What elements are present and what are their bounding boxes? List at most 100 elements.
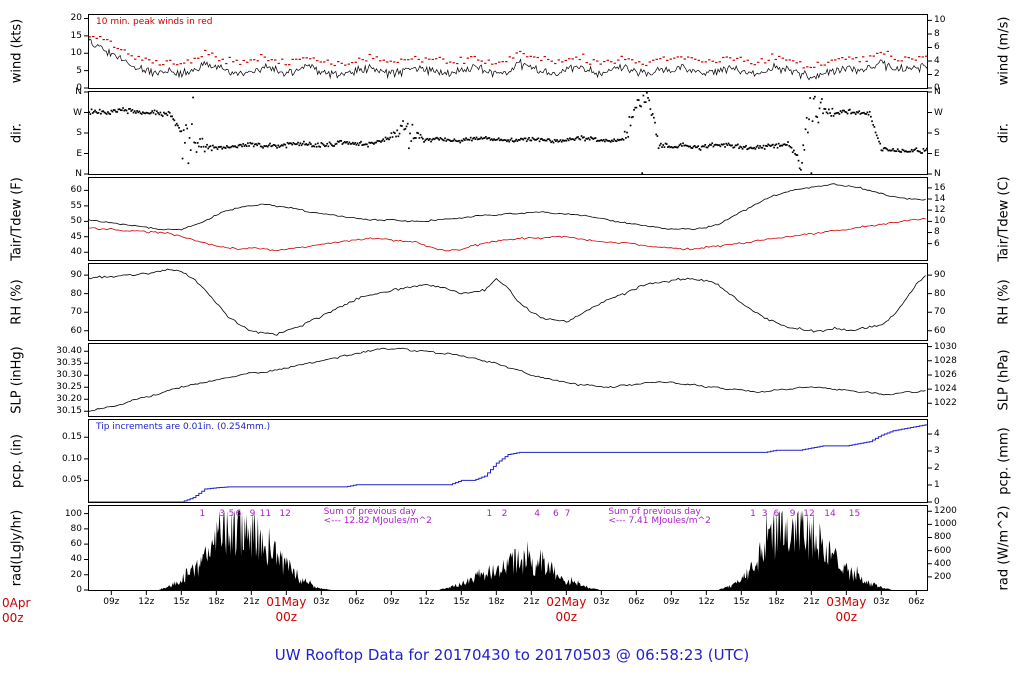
x-date-label: 00z <box>275 610 298 624</box>
y-tick-label: W <box>934 107 943 118</box>
y-tick-label: 80 <box>934 288 946 299</box>
y-tick-label: 0.10 <box>61 453 82 464</box>
y-tick-label: W <box>73 107 82 118</box>
y-tick-label: N <box>75 87 82 97</box>
y-tick-label: 0 <box>76 83 82 93</box>
rh-left-axis-title: RH (%) <box>9 279 25 325</box>
x-tick-label: 15z <box>733 597 750 607</box>
y-tick-label: 0 <box>76 585 82 595</box>
x-tick-label: 09z <box>663 597 680 607</box>
y-tick-label: 200 <box>934 571 952 582</box>
wind-panel <box>88 14 928 89</box>
y-tick-label: 70 <box>70 307 82 318</box>
y-tick-label: 5 <box>76 65 82 76</box>
sum-annotation-line2: <--- 12.82 MJoules/m^2 <box>323 516 432 526</box>
x-tick-label: 06z <box>908 597 925 607</box>
y-tick-label: 10 <box>934 216 946 227</box>
y-tick-label: 10 <box>934 15 946 26</box>
y-tick-label: 60 <box>70 185 82 196</box>
sum-annotation-line2: <--- 7.41 MJoules/m^2 <box>608 516 711 526</box>
y-tick-label: 100 <box>64 508 82 519</box>
y-tick-label: 20 <box>70 13 82 24</box>
rh-right-axis-title: RH (%) <box>996 279 1012 325</box>
x-tick-label: 03z <box>313 597 330 607</box>
dir-left-axis-title: dir. <box>9 122 25 144</box>
clipped-date-line2: 00z <box>2 611 24 625</box>
y-tick-label: 30.25 <box>56 382 82 393</box>
y-tick-label: 60 <box>934 325 946 336</box>
x-tick-label: 15z <box>173 597 190 607</box>
y-tick-label: E <box>76 148 82 159</box>
y-tick-label: E <box>934 148 940 159</box>
temperature-dewpoint-panel <box>88 177 928 261</box>
y-tick-label: 60 <box>70 325 82 336</box>
sea-level-pressure-panel <box>88 343 928 417</box>
x-date-label: 00z <box>835 610 858 624</box>
y-tick-label: 2 <box>934 463 940 474</box>
y-tick-label: 0.05 <box>61 475 82 486</box>
y-tick-label: 80 <box>70 523 82 534</box>
y-tick-label: 1028 <box>934 355 957 366</box>
x-date-label: 01May <box>266 595 307 609</box>
y-tick-label: 70 <box>934 307 946 318</box>
y-tick-label: 1000 <box>934 519 957 530</box>
y-tick-label: 55 <box>70 200 82 211</box>
y-tick-label: 40 <box>70 247 82 258</box>
y-tick-label: 8 <box>934 227 940 238</box>
x-date-label: 02May <box>546 595 587 609</box>
y-tick-label: 15 <box>70 30 82 41</box>
pcp-left-axis-title: pcp. (in) <box>9 434 25 488</box>
y-tick-label: N <box>934 169 941 179</box>
chart-title: UW Rooftop Data for 20170430 to 20170503… <box>274 646 750 664</box>
y-tick-label: 30.35 <box>56 358 82 369</box>
x-date-label: 03May <box>826 595 867 609</box>
tair-right-axis-title: Tair/Tdew (C) <box>996 176 1012 262</box>
y-tick-label: 0.15 <box>61 432 82 443</box>
x-tick-label: 06z <box>628 597 645 607</box>
y-tick-label: 90 <box>934 270 946 281</box>
x-tick-label: 21z <box>243 597 260 607</box>
y-tick-label: 60 <box>70 539 82 550</box>
x-tick-label: 18z <box>768 597 785 607</box>
y-tick-label: 6 <box>934 42 940 53</box>
y-tick-label: 3 <box>934 446 940 457</box>
y-tick-label: 4 <box>934 55 940 66</box>
wind-left-axis-title: wind (kts) <box>9 18 25 84</box>
x-tick-label: 12z <box>138 597 155 607</box>
x-tick-label: 21z <box>523 597 540 607</box>
y-tick-label: 4 <box>934 429 940 440</box>
y-tick-label: 1 <box>934 479 940 490</box>
tair-left-axis-title: Tair/Tdew (F) <box>9 177 25 261</box>
relative-humidity-panel <box>88 263 928 341</box>
y-tick-label: N <box>75 169 82 179</box>
y-tick-label: 30.15 <box>56 406 82 417</box>
x-tick-label: 21z <box>803 597 820 607</box>
x-tick-label: 12z <box>418 597 435 607</box>
y-tick-label: 45 <box>70 231 82 242</box>
direction-panel <box>88 91 928 175</box>
left-clipped-date-label: 0Apr 00z <box>2 596 30 626</box>
y-tick-label: 12 <box>934 205 946 216</box>
y-tick-label: 6 <box>934 238 940 249</box>
x-tick-label: 18z <box>488 597 505 607</box>
clipped-date-line1: 0Apr <box>2 596 31 610</box>
y-tick-label: S <box>934 128 940 138</box>
x-tick-label: 06z <box>348 597 365 607</box>
y-tick-label: 1024 <box>934 384 957 395</box>
rad-sum-annotation-day2: Sum of previous day <--- 7.41 MJoules/m^… <box>608 508 710 526</box>
rad-right-axis-title: rad (W/m^2) <box>996 505 1012 591</box>
y-tick-label: 2 <box>934 69 940 80</box>
solar-radiation-panel <box>88 505 928 591</box>
y-tick-label: 40 <box>70 554 82 565</box>
wind-right-axis-title: wind (m/s) <box>996 16 1012 86</box>
rad-left-axis-title: rad(Lgly/hr) <box>9 509 25 587</box>
slp-left-axis-title: SLP (inHg) <box>9 346 25 414</box>
y-tick-label: 600 <box>934 545 952 556</box>
y-tick-label: 800 <box>934 532 952 543</box>
y-tick-label: N <box>934 87 941 97</box>
y-tick-label: 90 <box>70 270 82 281</box>
y-tick-label: 0 <box>934 497 940 507</box>
slp-right-axis-title: SLP (hPa) <box>996 349 1012 411</box>
y-tick-label: 0 <box>934 83 940 93</box>
x-tick-label: 09z <box>103 597 120 607</box>
